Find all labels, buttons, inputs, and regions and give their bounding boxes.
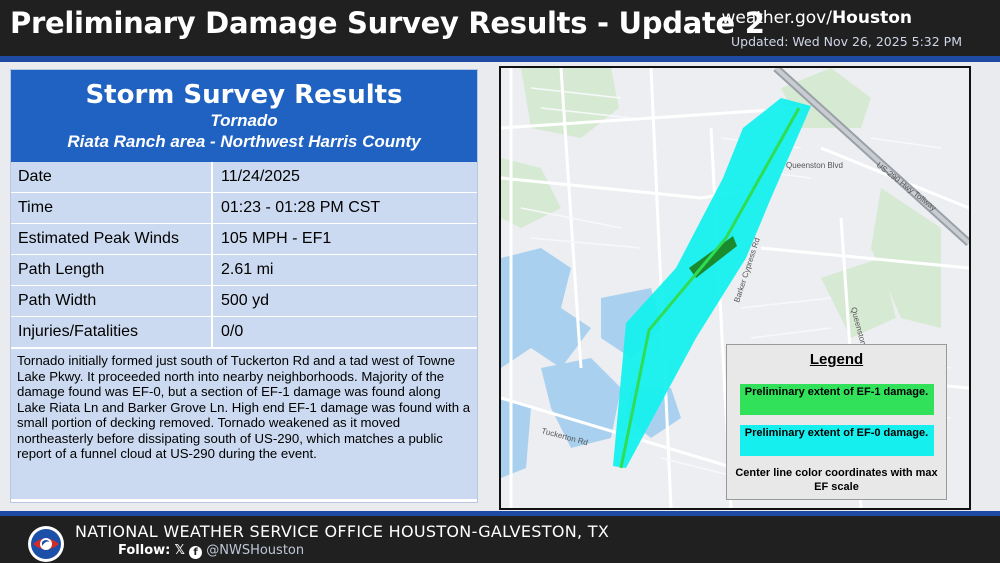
survey-table: Storm Survey Results Tornado Riata Ranch… <box>10 69 478 503</box>
row-label: Estimated Peak Winds <box>18 230 179 247</box>
map-legend: Legend Preliminary extent of EF-1 damage… <box>726 344 947 500</box>
header-bar: Preliminary Damage Survey Results - Upda… <box>0 0 1000 56</box>
survey-type: Tornado <box>210 111 278 130</box>
row-label: Injuries/Fatalities <box>18 323 139 340</box>
row-value: 105 MPH - EF1 <box>221 230 332 247</box>
row-value: 01:23 - 01:28 PM CST <box>221 199 381 216</box>
social-follow: Follow: 𝕏 f @NWSHouston <box>118 543 304 559</box>
site-office: Houston <box>831 8 912 28</box>
table-row: Injuries/Fatalities 0/0 <box>11 317 477 348</box>
legend-title: Legend <box>809 351 864 368</box>
footer-bar <box>0 516 1000 562</box>
table-row: Date 11/24/2025 <box>11 162 477 193</box>
site-link[interactable]: weather.gov/Houston <box>721 8 912 28</box>
office-name: NATIONAL WEATHER SERVICE OFFICE HOUSTON-… <box>75 522 610 541</box>
row-value: 11/24/2025 <box>221 168 300 185</box>
facebook-icon[interactable]: f <box>189 546 203 559</box>
legend-centerline: Center line color coordinates with max E… <box>735 467 938 493</box>
table-row: Path Length 2.61 mi <box>11 255 477 286</box>
bottom-divider <box>0 511 1000 516</box>
legend-ef1: Preliminary extent of EF-1 damage. <box>739 384 934 415</box>
survey-description: Tornado initially formed just south of T… <box>11 348 477 499</box>
follow-label: Follow: <box>118 543 171 558</box>
top-divider <box>0 56 1000 62</box>
page-title: Preliminary Damage Survey Results - Upda… <box>10 6 765 40</box>
damage-map[interactable]: Queenston Blvd Barker Cypress Rd Tuckert… <box>499 66 971 510</box>
updated-timestamp: Updated: Wed Nov 26, 2025 5:32 PM <box>731 34 962 49</box>
row-value: 2.61 mi <box>221 261 274 278</box>
survey-title: Storm Survey Results <box>85 80 403 110</box>
legend-ef0: Preliminary extent of EF-0 damage. <box>739 425 934 456</box>
road-label-queenston: Queenston Blvd <box>786 161 843 170</box>
row-value: 0/0 <box>221 323 244 340</box>
table-row: Estimated Peak Winds 105 MPH - EF1 <box>11 224 477 255</box>
row-label: Time <box>18 199 53 216</box>
row-label: Date <box>18 168 52 185</box>
table-row: Path Width 500 yd <box>11 286 477 317</box>
row-value: 500 yd <box>221 292 270 309</box>
site-prefix: weather.gov/ <box>721 8 832 28</box>
social-handle[interactable]: @NWSHouston <box>206 543 305 558</box>
survey-header: Storm Survey Results Tornado Riata Ranch… <box>11 70 477 162</box>
row-label: Path Width <box>18 292 97 309</box>
row-label: Path Length <box>18 261 105 278</box>
survey-area: Riata Ranch area - Northwest Harris Coun… <box>67 132 421 151</box>
table-row: Time 01:23 - 01:28 PM CST <box>11 193 477 224</box>
x-icon[interactable]: 𝕏 <box>174 543 185 558</box>
nws-logo-icon <box>28 526 64 562</box>
